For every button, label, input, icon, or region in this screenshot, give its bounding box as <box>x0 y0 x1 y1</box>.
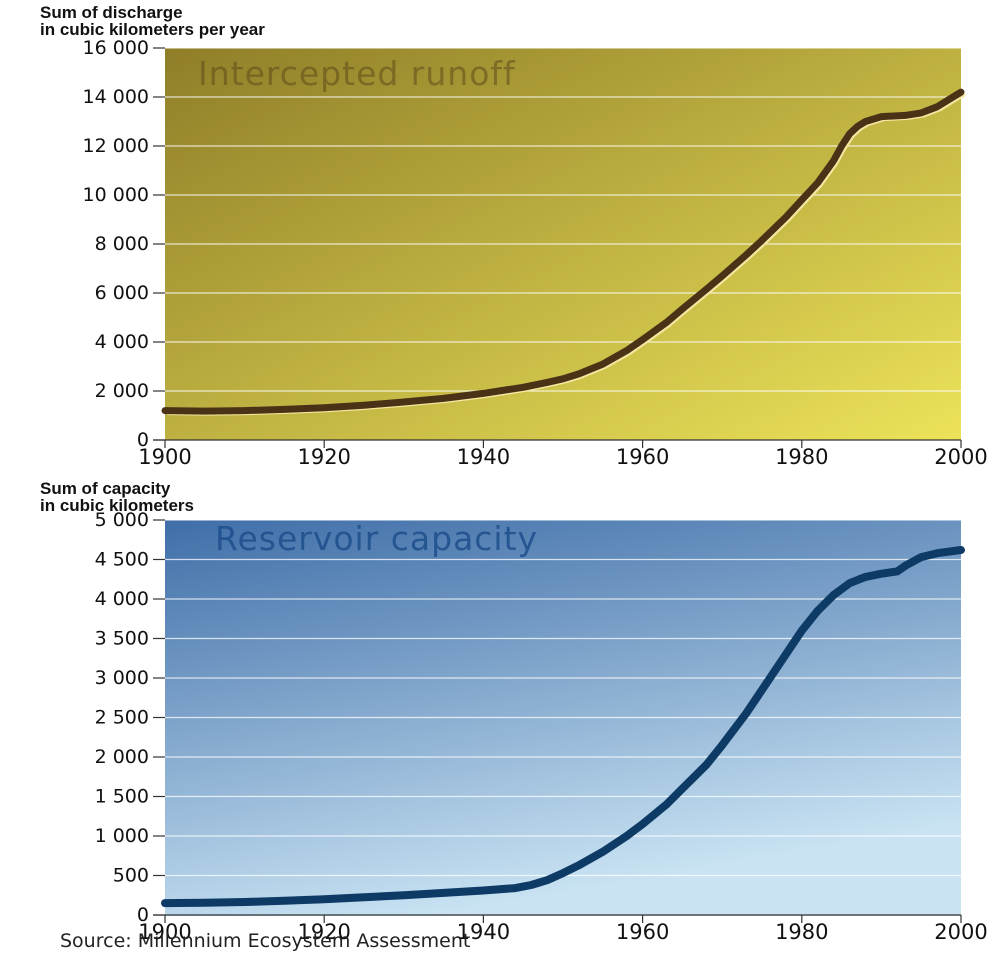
runoff-series-line <box>161 88 965 415</box>
bot-y-tick-label: 4 500 <box>95 549 149 571</box>
runoff-ylabel-line2: in cubic kilometers per year <box>40 20 265 39</box>
top-x-tick-label: 1920 <box>297 445 350 469</box>
bot-y-tick-label: 2 500 <box>95 707 149 729</box>
bot-y-tick-label: 3 000 <box>95 667 149 689</box>
top-y-tick-label: 14 000 <box>83 86 149 108</box>
bot-x-tick-label: 1940 <box>457 920 510 944</box>
top-x-tick-label: 1940 <box>457 445 510 469</box>
bot-x-tick-label: 2000 <box>934 920 987 944</box>
capacity-chart: Sum of capacity in cubic kilometers 0 500… <box>40 479 988 944</box>
runoff-y-axis: 0 2 000 4 000 6 000 8 000 10 000 12 000 14 000 1… <box>83 37 165 451</box>
bot-y-tick-label: 1 000 <box>95 825 149 847</box>
capacity-y-axis: 0 500 1 000 1 500 2 000 2 500 3 000 3 500 4 000 4… <box>95 509 165 926</box>
bot-y-tick-label: 5 000 <box>95 509 149 531</box>
top-x-tick-label: 2000 <box>934 445 987 469</box>
bot-x-tick-label: 1900 <box>138 920 191 944</box>
bot-y-tick-label: 1 500 <box>95 786 149 808</box>
capacity-ylabel-line1: Sum of capacity <box>40 479 171 498</box>
top-y-tick-label: 16 000 <box>83 37 149 59</box>
top-y-tick-label: 8 000 <box>95 233 149 255</box>
top-y-tick-label: 10 000 <box>83 184 149 206</box>
top-y-tick-label: 4 000 <box>95 331 149 353</box>
top-y-tick-label: 0 <box>137 429 149 451</box>
bot-y-tick-label: 500 <box>113 865 149 887</box>
bot-y-tick-label: 2 000 <box>95 746 149 768</box>
top-y-tick-label: 2 000 <box>95 380 149 402</box>
bot-y-tick-label: 0 <box>137 904 149 926</box>
top-x-tick-label: 1980 <box>775 445 828 469</box>
top-y-tick-label: 6 000 <box>95 282 149 304</box>
bot-y-tick-label: 4 000 <box>95 588 149 610</box>
bot-x-tick-label: 1960 <box>616 920 669 944</box>
top-x-tick-label: 1960 <box>616 445 669 469</box>
source-note: Source: Millennium Ecosystem Assessment <box>60 930 470 952</box>
runoff-chart-title: Intercepted runoff <box>198 54 516 93</box>
runoff-ylabel-line1: Sum of discharge <box>40 3 183 22</box>
bot-x-tick-label: 1980 <box>775 920 828 944</box>
top-y-tick-label: 12 000 <box>83 135 149 157</box>
bot-x-tick-label: 1920 <box>297 920 350 944</box>
capacity-ylabel-line2: in cubic kilometers <box>40 496 194 515</box>
capacity-series-line <box>161 546 965 908</box>
runoff-x-axis: 1900 1920 1940 1960 1980 2000 <box>138 439 988 469</box>
runoff-chart: Sum of discharge in cubic kilometers per… <box>40 3 988 469</box>
capacity-chart-title: Reservoir capacity <box>215 519 538 558</box>
capacity-x-axis: 1900 1920 1940 1960 1980 2000 <box>138 914 988 944</box>
top-x-tick-label: 1900 <box>138 445 191 469</box>
bot-y-tick-label: 3 500 <box>95 628 149 650</box>
runoff-gridlines <box>165 47 961 392</box>
